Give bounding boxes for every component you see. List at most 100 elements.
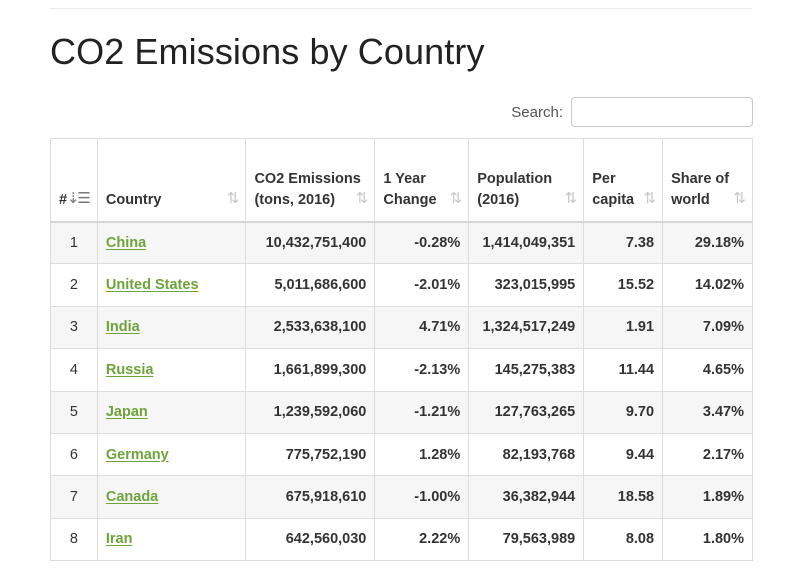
cell-population: 1,324,517,249 (468, 305, 585, 350)
cell-change: -2.13% (374, 348, 470, 392)
sort-numeric-asc-icon: ⇣☰ (66, 190, 91, 207)
cell-share: 7.09% (662, 305, 753, 350)
cell-per-capita: 11.44 (583, 348, 664, 392)
cell-country: Russia (96, 348, 247, 392)
country-link[interactable]: India (105, 319, 140, 336)
cell-change: -2.01% (374, 263, 470, 307)
table-row: 8 Iran 642,560,030 2.22% 79,563,989 8.08… (50, 517, 753, 562)
cell-population: 145,275,383 (468, 348, 585, 392)
cell-share: 2.17% (662, 432, 753, 477)
table-row: 4 Russia 1,661,899,300 -2.13% 145,275,38… (50, 348, 753, 392)
cell-share: 1.89% (662, 475, 753, 519)
cell-country: Germany (96, 432, 247, 477)
table-row: 7 Canada 675,918,610 -1.00% 36,382,944 1… (50, 475, 753, 519)
cell-co2: 675,918,610 (245, 475, 376, 519)
cell-co2: 1,661,899,300 (245, 348, 376, 392)
cell-per-capita: 9.44 (583, 432, 664, 477)
column-header-co2[interactable]: CO2 Emissions (tons, 2016) ⇅ (245, 138, 376, 223)
country-link[interactable]: Russia (105, 361, 154, 378)
column-header-share[interactable]: Share of world ⇅ (662, 138, 753, 223)
sort-both-icon: ⇅ (449, 190, 463, 207)
cell-rank: 2 (50, 263, 98, 307)
cell-share: 3.47% (662, 390, 753, 434)
cell-country: Iran (96, 517, 247, 562)
sort-both-icon: ⇅ (226, 190, 240, 207)
cell-rank: 6 (50, 432, 98, 477)
cell-share: 14.02% (662, 263, 753, 307)
cell-population: 36,382,944 (468, 475, 585, 519)
cell-per-capita: 1.91 (583, 305, 664, 350)
country-link[interactable]: United States (105, 277, 199, 294)
top-divider (50, 8, 752, 9)
cell-co2: 5,011,686,600 (245, 263, 376, 307)
country-link[interactable]: Japan (105, 404, 148, 421)
cell-rank: 7 (50, 475, 98, 519)
column-header-label: Country (105, 192, 162, 208)
cell-population: 127,763,265 (468, 390, 585, 434)
cell-rank: 5 (50, 390, 98, 434)
column-header-label: Per capita (592, 170, 635, 209)
cell-population: 323,015,995 (468, 263, 585, 307)
sort-both-icon: ⇅ (355, 190, 369, 207)
column-header-population[interactable]: Population (2016) ⇅ (468, 138, 585, 223)
column-header-label: CO2 Emissions (tons, 2016) (254, 170, 361, 209)
cell-country: Japan (96, 390, 247, 434)
cell-change: 2.22% (374, 517, 470, 562)
sort-both-icon: ⇅ (643, 190, 657, 207)
cell-change: -0.28% (374, 220, 470, 265)
cell-population: 79,563,989 (468, 517, 585, 562)
cell-rank: 8 (50, 517, 98, 562)
table-row: 3 India 2,533,638,100 4.71% 1,324,517,24… (50, 305, 753, 350)
cell-co2: 775,752,190 (245, 432, 376, 477)
cell-change: 1.28% (374, 432, 470, 477)
table-row: 1 China 10,432,751,400 -0.28% 1,414,049,… (50, 220, 753, 265)
cell-share: 1.80% (662, 517, 753, 562)
country-link[interactable]: China (105, 234, 147, 251)
column-header-label: Share of world (671, 170, 730, 209)
page-title: CO2 Emissions by Country (50, 31, 485, 72)
search-label: Search: (511, 103, 563, 121)
cell-country: India (96, 305, 247, 350)
column-header-label: # (59, 192, 68, 208)
cell-country: United States (96, 263, 247, 307)
cell-co2: 2,533,638,100 (245, 305, 376, 350)
table-row: 6 Germany 775,752,190 1.28% 82,193,768 9… (50, 432, 753, 477)
cell-change: 4.71% (374, 305, 470, 350)
column-header-change[interactable]: 1 Year Change ⇅ (374, 138, 470, 223)
cell-rank: 3 (50, 305, 98, 350)
country-link[interactable]: Canada (105, 489, 159, 506)
search-input[interactable] (571, 97, 753, 127)
cell-co2: 1,239,592,060 (245, 390, 376, 434)
cell-country: Canada (96, 475, 247, 519)
country-link[interactable]: Iran (105, 531, 133, 548)
column-header-rank[interactable]: # ⇣☰ (50, 138, 98, 223)
column-header-per-capita[interactable]: Per capita ⇅ (583, 138, 664, 223)
cell-share: 4.65% (662, 348, 753, 392)
cell-per-capita: 15.52 (583, 263, 664, 307)
cell-population: 1,414,049,351 (468, 220, 585, 265)
cell-co2: 642,560,030 (245, 517, 376, 562)
sort-both-icon: ⇅ (733, 190, 746, 207)
cell-country: China (96, 220, 247, 265)
header-row: # ⇣☰ Country ⇅ CO2 Emissions (tons, 2016… (50, 138, 753, 223)
cell-co2: 10,432,751,400 (245, 220, 376, 265)
column-header-label: 1 Year Change (383, 170, 437, 209)
column-header-country[interactable]: Country ⇅ (96, 138, 247, 223)
cell-population: 82,193,768 (468, 432, 585, 477)
table-body: 1 China 10,432,751,400 -0.28% 1,414,049,… (50, 220, 753, 562)
cell-per-capita: 18.58 (583, 475, 664, 519)
cell-rank: 1 (50, 220, 98, 265)
sort-both-icon: ⇅ (564, 190, 578, 207)
cell-per-capita: 7.38 (583, 220, 664, 265)
country-link[interactable]: Germany (105, 446, 169, 463)
cell-per-capita: 8.08 (583, 517, 664, 562)
table-row: 2 United States 5,011,686,600 -2.01% 323… (50, 263, 753, 307)
cell-change: -1.00% (374, 475, 470, 519)
column-header-label: Population (2016) (477, 170, 553, 209)
cell-change: -1.21% (374, 390, 470, 434)
search-box: Search: (511, 97, 753, 127)
cell-rank: 4 (50, 348, 98, 392)
cell-share: 29.18% (662, 220, 753, 265)
cell-per-capita: 9.70 (583, 390, 664, 434)
